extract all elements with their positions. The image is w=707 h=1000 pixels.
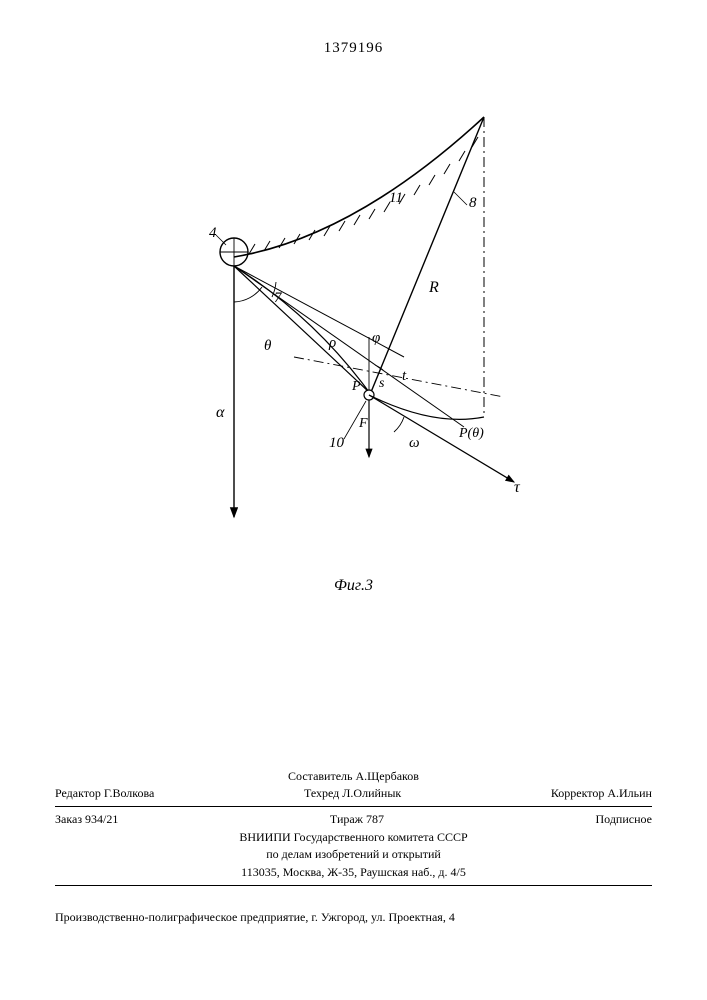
tirazh: Тираж 787 — [330, 811, 384, 828]
hr-1 — [55, 806, 652, 807]
redaktor: Редактор Г.Волкова — [55, 785, 154, 802]
org2: по делам изобретений и открытий — [55, 846, 652, 863]
label-theta: θ — [264, 338, 272, 354]
label-ptheta: P(θ) — [458, 426, 484, 441]
label-alpha: α — [216, 404, 225, 421]
label-F: F — [358, 416, 368, 431]
label-phi: φ — [372, 330, 380, 346]
line-t — [294, 357, 504, 397]
page: 1379196 — [0, 0, 707, 1000]
curved-surface — [234, 117, 484, 257]
sostavitel: Составитель А.Щербаков — [55, 768, 652, 785]
diagram-svg: 4 7 8 10 11 R ρ P s t F τ ω θ α φ P(θ) — [154, 87, 554, 567]
label-4: 4 — [209, 225, 217, 241]
line-R — [369, 117, 484, 397]
podpisnoe: Подписное — [596, 811, 653, 828]
label-omega: ω — [409, 435, 420, 451]
tehred: Техред Л.Олийнык — [304, 785, 401, 802]
label-11: 11 — [389, 190, 403, 206]
label-R: R — [428, 279, 439, 296]
korrector: Корректор А.Ильин — [551, 785, 652, 802]
label-8: 8 — [469, 195, 477, 211]
org1: ВНИИПИ Государственного комитета СССР — [55, 829, 652, 846]
label-10: 10 — [329, 435, 345, 451]
arc-alpha — [234, 287, 262, 302]
figure-caption: Фиг.3 — [154, 577, 554, 595]
printer-line: Производственно-полиграфическое предприя… — [55, 910, 652, 925]
tau-vector — [369, 395, 514, 482]
label-rho: ρ — [328, 335, 336, 351]
addr: 113035, Москва, Ж-35, Раушская наб., д. … — [55, 864, 652, 881]
header-number: 1379196 — [50, 40, 657, 57]
hr-2 — [55, 885, 652, 886]
colophon: Составитель А.Щербаков Редактор Г.Волков… — [55, 768, 652, 890]
arc-omega — [394, 417, 404, 432]
label-P: P — [351, 379, 361, 394]
hatching — [249, 137, 478, 254]
label-7: 7 — [274, 290, 283, 306]
label-t: t — [402, 368, 407, 384]
figure-diagram: 4 7 8 10 11 R ρ P s t F τ ω θ α φ P(θ) Ф… — [154, 87, 554, 567]
curve-to-ptheta — [369, 395, 484, 419]
zakaz: Заказ 934/21 — [55, 811, 118, 828]
label-s: s — [379, 376, 385, 391]
label-tau: τ — [514, 479, 521, 496]
line-rho-upper — [234, 266, 369, 392]
